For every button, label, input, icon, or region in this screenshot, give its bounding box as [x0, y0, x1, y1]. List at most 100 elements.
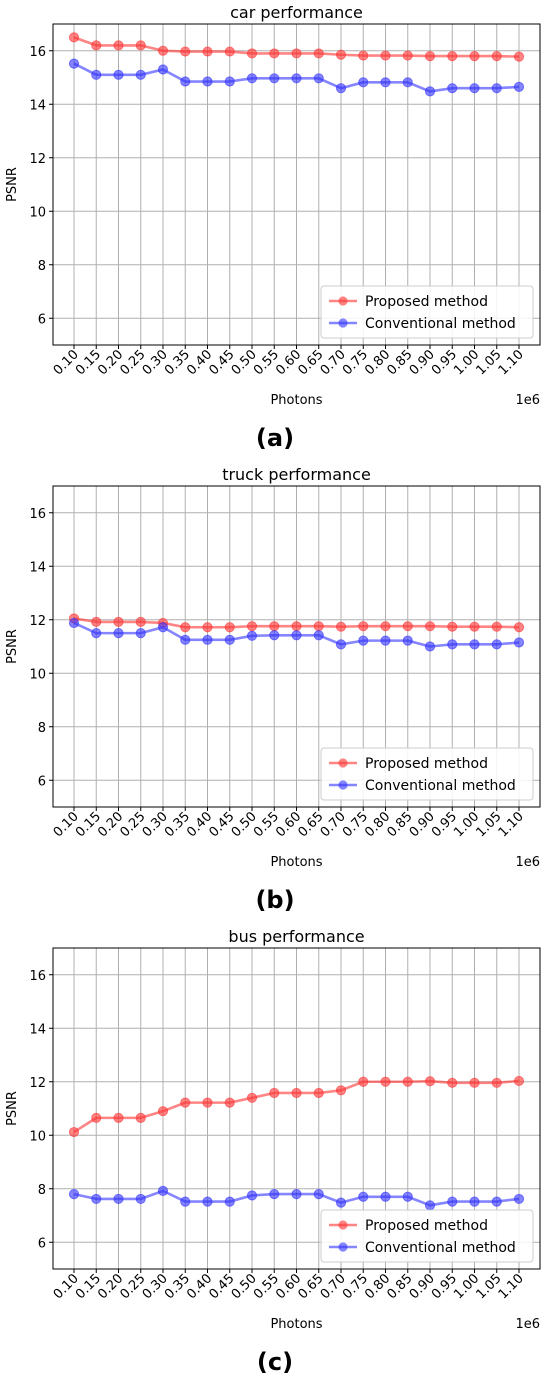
data-point	[224, 1097, 235, 1108]
data-point	[68, 58, 80, 69]
y-tick-label: 12	[29, 614, 46, 629]
data-point	[469, 621, 480, 632]
data-point	[358, 50, 369, 61]
legend-label: Proposed method	[365, 294, 488, 310]
data-point	[224, 622, 235, 633]
data-point	[335, 83, 347, 94]
data-point	[202, 76, 213, 87]
x-offset-label: 1e6	[515, 1317, 540, 1332]
legend-label: Proposed method	[365, 756, 488, 772]
data-point	[246, 48, 258, 59]
data-point	[246, 621, 258, 632]
legend: Proposed method Conventional method	[320, 285, 534, 339]
y-axis-label: PSNR	[5, 1091, 20, 1126]
data-point	[135, 628, 146, 639]
data-point	[113, 69, 124, 80]
data-point	[380, 1191, 391, 1202]
data-point	[180, 1196, 191, 1207]
data-point	[335, 621, 347, 632]
y-tick-label: 6	[38, 1236, 46, 1251]
data-point	[135, 1112, 146, 1123]
data-point	[157, 45, 169, 56]
data-point	[68, 1189, 80, 1200]
data-point	[269, 1087, 280, 1099]
data-point	[335, 639, 347, 650]
data-point	[447, 621, 458, 632]
panel-caption: (a)	[256, 424, 294, 452]
data-point	[68, 1126, 80, 1138]
data-point	[246, 73, 258, 84]
data-point	[313, 1189, 324, 1200]
y-tick-label: 6	[38, 312, 46, 327]
data-point	[291, 73, 302, 84]
y-tick-label: 6	[38, 774, 46, 789]
y-tick-label: 16	[29, 969, 46, 984]
data-point	[157, 1185, 169, 1196]
legend-box	[320, 747, 534, 801]
legend-swatch-marker	[338, 780, 348, 790]
data-point	[469, 1196, 480, 1207]
y-tick-label: 8	[38, 259, 46, 274]
data-point	[291, 630, 302, 641]
x-axis-label: Photons	[270, 393, 322, 408]
data-point	[402, 621, 413, 632]
data-point	[335, 1197, 347, 1208]
data-point	[113, 1193, 124, 1205]
chart-title: bus performance	[228, 927, 364, 946]
chart-title: truck performance	[222, 465, 371, 484]
series-1	[68, 32, 525, 62]
y-tick-label: 12	[29, 1076, 46, 1091]
legend-label: Conventional method	[365, 778, 516, 794]
data-point	[269, 73, 280, 84]
data-point	[424, 86, 436, 97]
data-point	[513, 1193, 525, 1205]
legend-box	[320, 1209, 534, 1263]
data-point	[135, 69, 146, 80]
data-point	[513, 81, 525, 92]
data-point	[180, 46, 191, 57]
legend-swatch-marker	[338, 1220, 348, 1230]
data-point	[269, 630, 280, 641]
series-2	[68, 617, 525, 652]
data-point	[269, 1189, 280, 1200]
data-point	[424, 1200, 436, 1211]
data-point	[469, 51, 480, 62]
series-1	[68, 1075, 525, 1138]
data-point	[135, 40, 146, 51]
data-point	[246, 630, 258, 641]
data-point	[180, 634, 191, 645]
legend-label: Conventional method	[365, 316, 516, 332]
y-axis-label: PSNR	[5, 629, 20, 664]
legend-label: Conventional method	[365, 1240, 516, 1256]
data-point	[447, 51, 458, 62]
data-point	[491, 1077, 502, 1088]
data-point	[358, 635, 369, 646]
y-tick-label: 14	[29, 1022, 46, 1037]
data-point	[246, 1092, 258, 1103]
data-point	[358, 77, 369, 88]
y-tick-label: 12	[29, 152, 46, 167]
data-point	[291, 1087, 302, 1099]
y-tick-label: 10	[29, 667, 46, 682]
data-point	[269, 48, 280, 59]
data-point	[291, 1189, 302, 1200]
data-point	[313, 1087, 324, 1099]
chart-panel-3: 68101214160.100.150.200.250.300.350.400.…	[5, 927, 541, 1376]
x-tick-label: 1.10	[496, 809, 527, 840]
data-point	[402, 77, 413, 88]
data-point	[424, 641, 436, 652]
data-point	[335, 1085, 347, 1096]
data-point	[335, 49, 347, 60]
data-point	[202, 1196, 213, 1207]
data-point	[313, 630, 324, 641]
y-axis-label: PSNR	[5, 167, 20, 202]
data-point	[224, 1196, 235, 1207]
data-point	[113, 40, 124, 51]
x-tick-label: 1.10	[496, 347, 527, 378]
data-point	[513, 51, 525, 62]
data-point	[424, 51, 436, 62]
data-point	[402, 635, 413, 646]
legend: Proposed method Conventional method	[320, 1209, 534, 1263]
data-point	[513, 622, 525, 633]
